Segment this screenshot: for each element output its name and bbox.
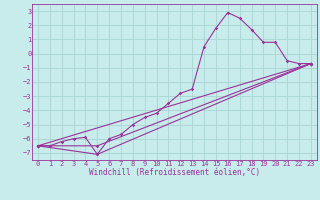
- X-axis label: Windchill (Refroidissement éolien,°C): Windchill (Refroidissement éolien,°C): [89, 168, 260, 177]
